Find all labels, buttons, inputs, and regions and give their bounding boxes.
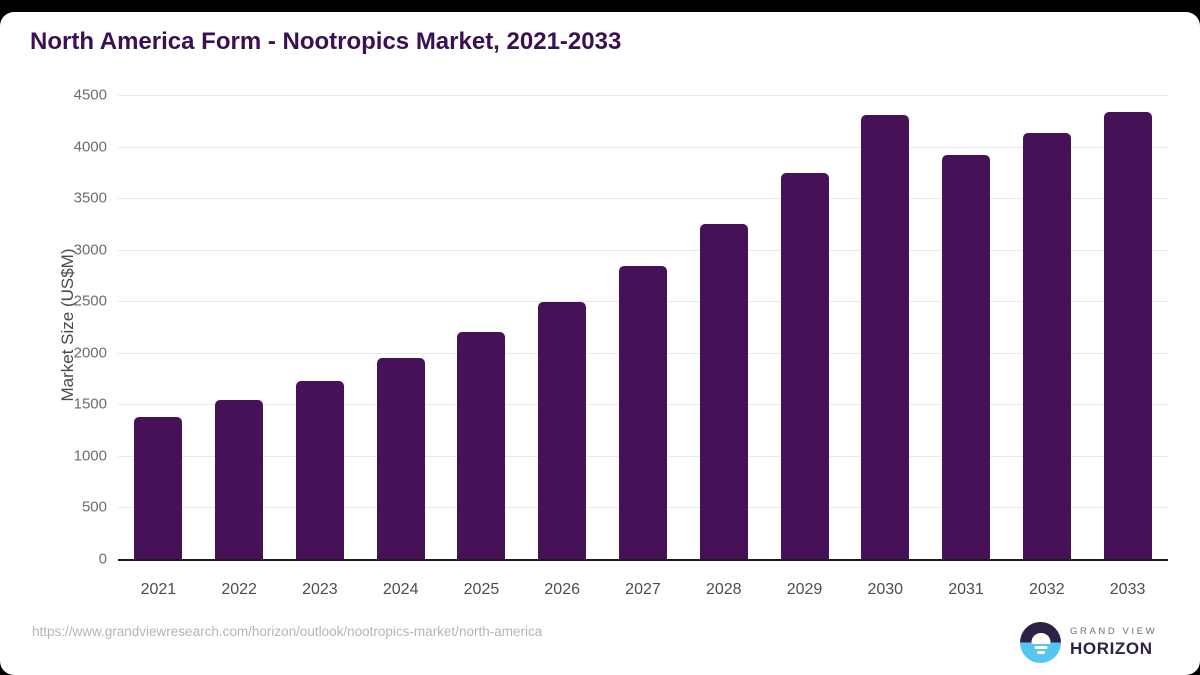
x-tick-label: 2023 bbox=[302, 581, 338, 598]
x-tick-label: 2031 bbox=[948, 581, 984, 598]
y-tick-label: 1000 bbox=[73, 447, 107, 465]
bar-slot bbox=[280, 95, 361, 559]
brand-logo: GRAND VIEW HORIZON bbox=[1020, 622, 1157, 663]
y-tick-label: 1500 bbox=[73, 395, 107, 413]
bar-slot bbox=[360, 95, 441, 559]
plot-area bbox=[118, 95, 1168, 561]
brand-name-top: GRAND VIEW bbox=[1070, 626, 1158, 637]
bar-2028[interactable] bbox=[699, 224, 748, 559]
y-axis-tick-labels: 0 500 1000 1500 2000 2500 3000 3500 4000 4500 bbox=[0, 87, 107, 568]
gridline bbox=[118, 249, 1168, 251]
gridline bbox=[118, 198, 1168, 200]
x-tick-label: 2033 bbox=[1109, 581, 1146, 598]
bar-slot bbox=[683, 95, 764, 559]
x-axis-tick-labels: 2021 2022 2023 2024 2025 2026 2027 2028 2029 2030… bbox=[118, 571, 1168, 599]
bar-2022[interactable] bbox=[215, 400, 264, 559]
bar-2026[interactable] bbox=[538, 302, 587, 559]
y-tick-label: 4000 bbox=[73, 138, 107, 156]
x-tick-label: 2032 bbox=[1029, 581, 1065, 598]
bar-2024[interactable] bbox=[376, 357, 425, 559]
x-tick-label: 2025 bbox=[463, 581, 500, 598]
x-tick-label: 2026 bbox=[544, 581, 580, 598]
sunrise-horizon-icon bbox=[1020, 622, 1061, 663]
brand-logo-text: GRAND VIEW HORIZON bbox=[1070, 626, 1157, 659]
bar-2033[interactable] bbox=[1103, 111, 1152, 559]
bar-2030[interactable] bbox=[861, 114, 910, 559]
x-tick-label: 2029 bbox=[786, 581, 823, 598]
bar-slot bbox=[764, 95, 845, 559]
y-tick-label: 500 bbox=[81, 498, 107, 516]
bar-slot bbox=[926, 95, 1007, 559]
bar-slot bbox=[118, 95, 199, 559]
gridline bbox=[118, 95, 1168, 96]
bar-slot bbox=[1087, 95, 1168, 559]
bar-2031[interactable] bbox=[942, 155, 991, 559]
y-tick-label: 0 bbox=[98, 550, 107, 568]
x-tick-label: 2021 bbox=[140, 581, 177, 598]
x-tick-label: 2027 bbox=[625, 581, 661, 598]
gridline bbox=[118, 146, 1168, 148]
brand-name-bottom: HORIZON bbox=[1070, 639, 1153, 658]
chart-title: North America Form - Nootropics Market, … bbox=[30, 28, 622, 55]
bar-slot bbox=[199, 95, 280, 559]
y-tick-label: 3500 bbox=[73, 189, 107, 207]
bar-slot bbox=[522, 95, 603, 559]
bar-2023[interactable] bbox=[295, 381, 344, 559]
reflection-dash bbox=[1036, 651, 1045, 654]
bar-slot bbox=[1006, 95, 1087, 559]
x-tick-label: 2022 bbox=[221, 581, 257, 598]
chart-card: North America Form - Nootropics Market, … bbox=[0, 12, 1200, 675]
bar-2027[interactable] bbox=[618, 266, 667, 559]
reflection-dash bbox=[1034, 646, 1047, 649]
y-tick-label: 3000 bbox=[73, 241, 107, 259]
y-tick-label: 2500 bbox=[73, 292, 107, 310]
bar-2032[interactable] bbox=[1022, 132, 1071, 559]
bar-slot bbox=[845, 95, 926, 559]
x-tick-label: 2024 bbox=[382, 581, 419, 598]
bar-slot bbox=[441, 95, 522, 559]
bar-slot bbox=[603, 95, 684, 559]
bars-layer bbox=[118, 95, 1168, 559]
bar-2029[interactable] bbox=[780, 173, 829, 559]
bar-2025[interactable] bbox=[457, 332, 506, 559]
sun-dome-shape bbox=[1031, 633, 1050, 644]
y-tick-label: 2000 bbox=[73, 344, 107, 362]
bar-2021[interactable] bbox=[134, 417, 183, 559]
y-tick-label: 4500 bbox=[73, 86, 107, 104]
x-tick-label: 2030 bbox=[867, 581, 904, 598]
source-url-text: https://www.grandviewresearch.com/horizo… bbox=[32, 624, 543, 639]
x-tick-label: 2028 bbox=[705, 581, 742, 598]
